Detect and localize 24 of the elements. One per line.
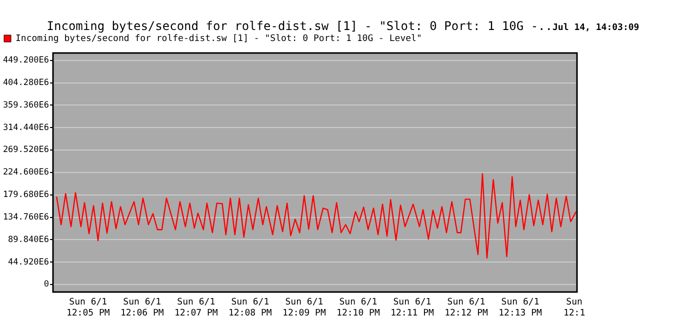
- y-tick-label: 179.680E6: [2, 190, 49, 200]
- x-tick-label: Sun 6/1 12:07 PM: [174, 298, 218, 319]
- text: Jul 14, 14:03:09: [552, 23, 640, 33]
- x-tick-label: Sun 6/1 12:05 PM: [66, 298, 110, 319]
- y-tick-label: 89.840E6: [8, 234, 49, 245]
- y-tick-label: 269.520E6: [2, 145, 49, 156]
- x-tick-label: Sun 6/1 12:08 PM: [228, 298, 272, 319]
- y-tick-label: 359.360E6: [2, 100, 49, 110]
- y-tick-label: 449.200E6: [2, 56, 49, 66]
- x-tick-label: Sun 6/1 12:12 PM: [444, 298, 489, 319]
- y-tick-label: 0: [44, 280, 49, 290]
- x-tick-label: Sun 6/1 12:06 PM: [120, 298, 164, 319]
- chart-title: Incoming bytes/second for rolfe-dist.sw [1] - "Slot: 0 Port: 1 10G -..: [46, 19, 553, 33]
- y-tick-label: 134.760E6: [2, 212, 49, 222]
- x-tick-label: Sun 6/1 12:13 PM: [498, 298, 543, 319]
- y-tick-label: 44.920E6: [8, 257, 49, 268]
- x-tick-label: Sun 6/1 12:09 PM: [282, 298, 326, 319]
- x-tick-label: Sun 6/1 12:11 PM: [390, 298, 434, 319]
- y-tick-label: 404.280E6: [2, 78, 49, 88]
- x-tick-label: Sun 12:1: [563, 298, 586, 319]
- y-tick-label: 224.600E6: [2, 168, 49, 178]
- y-tick-label: 314.440E6: [2, 122, 49, 133]
- legend-label: Incoming bytes/second for rolfe-dist.sw [1] - "Slot: 0 Port: 1 10G - Level": [16, 34, 422, 44]
- x-tick-label: Sun 6/1 12:10 PM: [336, 298, 380, 319]
